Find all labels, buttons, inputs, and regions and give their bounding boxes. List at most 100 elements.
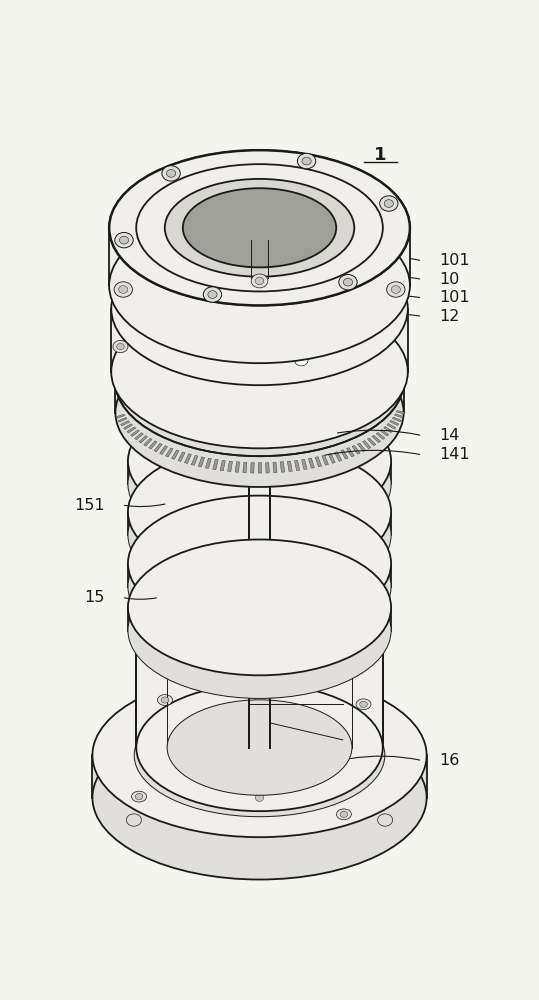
Text: 12: 12	[439, 309, 460, 324]
Polygon shape	[372, 435, 381, 443]
Polygon shape	[266, 463, 270, 473]
Polygon shape	[235, 462, 240, 472]
Polygon shape	[109, 228, 410, 286]
Ellipse shape	[128, 365, 391, 501]
Ellipse shape	[255, 794, 264, 801]
Polygon shape	[376, 432, 385, 439]
Polygon shape	[390, 420, 399, 426]
Polygon shape	[322, 455, 328, 465]
Ellipse shape	[391, 286, 400, 293]
Polygon shape	[171, 450, 179, 459]
Ellipse shape	[384, 200, 393, 207]
Polygon shape	[380, 430, 389, 436]
Polygon shape	[315, 457, 322, 467]
Polygon shape	[128, 512, 391, 535]
Ellipse shape	[128, 496, 391, 631]
Polygon shape	[352, 445, 360, 454]
Ellipse shape	[295, 355, 308, 366]
Polygon shape	[251, 463, 254, 473]
Text: 16: 16	[439, 753, 460, 768]
Polygon shape	[258, 463, 261, 473]
Polygon shape	[135, 433, 143, 440]
Text: 1: 1	[375, 146, 387, 164]
Ellipse shape	[255, 277, 264, 285]
Ellipse shape	[136, 164, 383, 291]
Polygon shape	[294, 460, 300, 471]
Polygon shape	[136, 632, 383, 748]
Ellipse shape	[277, 561, 292, 572]
Text: 151: 151	[74, 497, 105, 512]
Polygon shape	[191, 455, 198, 465]
Ellipse shape	[157, 695, 172, 705]
Text: 10: 10	[439, 272, 460, 287]
Polygon shape	[227, 461, 232, 472]
Ellipse shape	[128, 416, 391, 552]
Ellipse shape	[339, 275, 357, 290]
Ellipse shape	[109, 208, 410, 363]
Ellipse shape	[128, 444, 391, 580]
Ellipse shape	[203, 287, 222, 302]
Polygon shape	[357, 443, 365, 452]
Polygon shape	[396, 410, 405, 414]
Ellipse shape	[111, 232, 408, 385]
Ellipse shape	[167, 170, 176, 177]
Polygon shape	[128, 607, 391, 631]
Polygon shape	[243, 462, 247, 473]
Ellipse shape	[115, 307, 404, 456]
Polygon shape	[123, 424, 133, 430]
Polygon shape	[328, 454, 335, 463]
Ellipse shape	[378, 814, 392, 826]
Ellipse shape	[109, 150, 410, 305]
Ellipse shape	[386, 282, 405, 297]
Ellipse shape	[336, 809, 351, 820]
Polygon shape	[115, 382, 404, 413]
Text: 101: 101	[439, 253, 470, 268]
Polygon shape	[93, 755, 427, 798]
Ellipse shape	[114, 282, 133, 297]
Polygon shape	[141, 386, 378, 407]
Polygon shape	[111, 309, 408, 372]
Ellipse shape	[135, 794, 143, 800]
Polygon shape	[392, 417, 401, 422]
Polygon shape	[220, 460, 225, 471]
Polygon shape	[387, 423, 396, 429]
Ellipse shape	[134, 694, 385, 817]
Ellipse shape	[92, 716, 427, 880]
Polygon shape	[121, 421, 129, 426]
Polygon shape	[287, 461, 292, 472]
Polygon shape	[139, 436, 148, 443]
Polygon shape	[205, 458, 211, 468]
Ellipse shape	[208, 291, 217, 298]
Ellipse shape	[116, 343, 124, 350]
Ellipse shape	[136, 684, 383, 811]
Polygon shape	[149, 441, 157, 449]
Ellipse shape	[379, 196, 398, 211]
Ellipse shape	[162, 166, 180, 181]
Ellipse shape	[128, 342, 391, 477]
Ellipse shape	[128, 539, 391, 675]
Ellipse shape	[158, 257, 361, 361]
Polygon shape	[273, 462, 277, 473]
Ellipse shape	[120, 236, 129, 244]
Polygon shape	[198, 457, 204, 467]
Polygon shape	[178, 452, 185, 462]
Text: 15: 15	[85, 590, 105, 605]
Ellipse shape	[128, 563, 391, 698]
Ellipse shape	[92, 673, 427, 837]
Polygon shape	[308, 458, 314, 468]
Polygon shape	[154, 443, 162, 452]
Polygon shape	[213, 459, 218, 470]
Polygon shape	[384, 427, 392, 433]
Ellipse shape	[251, 274, 268, 288]
Ellipse shape	[161, 697, 169, 703]
Text: 14: 14	[439, 428, 460, 443]
Ellipse shape	[356, 699, 371, 710]
Polygon shape	[347, 448, 354, 457]
Ellipse shape	[132, 791, 147, 802]
Polygon shape	[395, 414, 403, 418]
Polygon shape	[116, 414, 125, 418]
Polygon shape	[301, 459, 307, 470]
Ellipse shape	[111, 295, 408, 448]
Polygon shape	[130, 430, 140, 436]
Polygon shape	[160, 446, 168, 455]
